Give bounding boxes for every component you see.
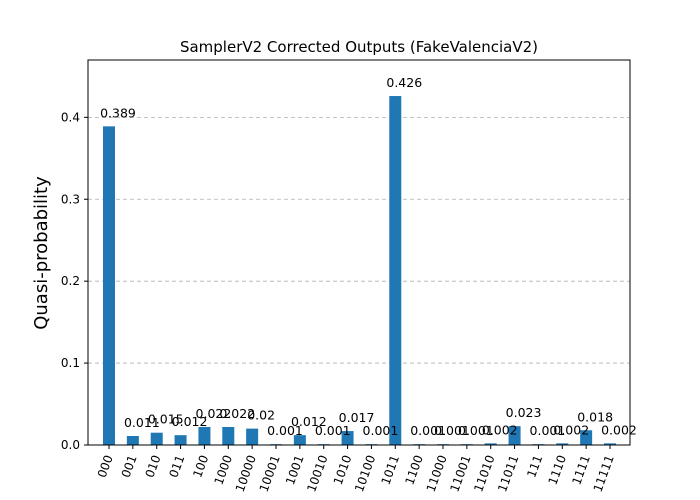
data-label: 0.001	[363, 423, 399, 438]
data-label: 0.002	[482, 422, 518, 437]
bar	[174, 435, 187, 445]
data-label: 0.002	[553, 422, 589, 437]
x-tick-label: 11001	[447, 453, 473, 494]
bar	[103, 126, 115, 445]
data-label: 0.017	[339, 410, 375, 425]
data-label: 0.001	[530, 423, 566, 438]
data-label: 0.001	[267, 423, 303, 438]
plot-frame	[87, 59, 631, 446]
data-label: 0.001	[410, 423, 446, 438]
data-labels: 0.3890.0110.0150.0120.0220.0220.020.0010…	[100, 75, 637, 438]
x-tick-label: 1001	[283, 453, 307, 486]
x-tick-label: 001	[119, 453, 140, 479]
data-label: 0.002	[601, 422, 637, 437]
bar	[604, 443, 616, 445]
x-tick-label: 1110	[546, 453, 570, 486]
y-axis-ticks: 0.0 0.1 0.2 0.3 0.4	[61, 110, 88, 452]
data-label: 0.001	[434, 423, 470, 438]
y-tick-label: 0.1	[61, 356, 80, 370]
bar	[126, 435, 139, 445]
x-tick-label: 1100	[402, 453, 426, 486]
x-tick-label: 111	[524, 453, 545, 479]
data-label: 0.389	[100, 105, 136, 120]
x-tick-label: 10010	[304, 453, 330, 494]
data-label: 0.426	[386, 75, 422, 90]
bar	[150, 432, 163, 445]
y-tick-label: 0.2	[61, 274, 80, 288]
x-tick-label: 1111	[569, 453, 593, 486]
y-tick-label: 0.4	[61, 110, 80, 124]
x-tick-label: 11011	[495, 453, 521, 494]
x-tick-label: 011	[166, 453, 187, 479]
x-tick-label: 1010	[331, 453, 355, 486]
data-label: 0.012	[172, 414, 208, 429]
data-label: 0.023	[506, 405, 542, 420]
data-label: 0.011	[124, 415, 160, 430]
data-label: 0.001	[315, 423, 351, 438]
x-tick-label: 11111	[591, 453, 617, 494]
data-label: 0.001	[458, 423, 494, 438]
bar	[556, 443, 569, 445]
x-tick-label: 100	[190, 453, 211, 479]
x-tick-label: 10000	[233, 453, 259, 494]
x-tick-label: 010	[143, 453, 164, 479]
x-tick-label: 10100	[352, 453, 378, 494]
grid-lines	[88, 116, 630, 364]
data-label: 0.02	[247, 408, 275, 423]
x-tick-label: 1011	[379, 453, 403, 486]
bar	[341, 431, 354, 445]
bar	[293, 435, 306, 445]
x-tick-label: 10001	[257, 453, 283, 494]
y-tick-label: 0.3	[61, 192, 80, 206]
bar	[389, 96, 402, 446]
chart-title: SamplerV2 Corrected Outputs (FakeValenci…	[180, 38, 538, 56]
data-label: 0.022	[196, 406, 232, 421]
bar	[198, 426, 211, 445]
x-tick-label: 000	[95, 453, 116, 479]
y-axis-label: Quasi-probability	[31, 176, 52, 330]
bars	[103, 96, 616, 446]
bar	[222, 426, 235, 445]
data-label: 0.012	[291, 414, 327, 429]
bar	[246, 428, 259, 445]
y-tick-label: 0.0	[61, 438, 80, 452]
bar	[484, 443, 497, 445]
data-label: 0.018	[577, 409, 613, 424]
bar	[508, 426, 521, 445]
x-tick-label: 11000	[424, 453, 450, 494]
bar	[580, 430, 593, 445]
data-label: 0.022	[219, 406, 255, 421]
data-label: 0.015	[148, 412, 184, 427]
x-tick-label: 11010	[471, 453, 497, 494]
x-tick-label: 1000	[212, 453, 236, 486]
